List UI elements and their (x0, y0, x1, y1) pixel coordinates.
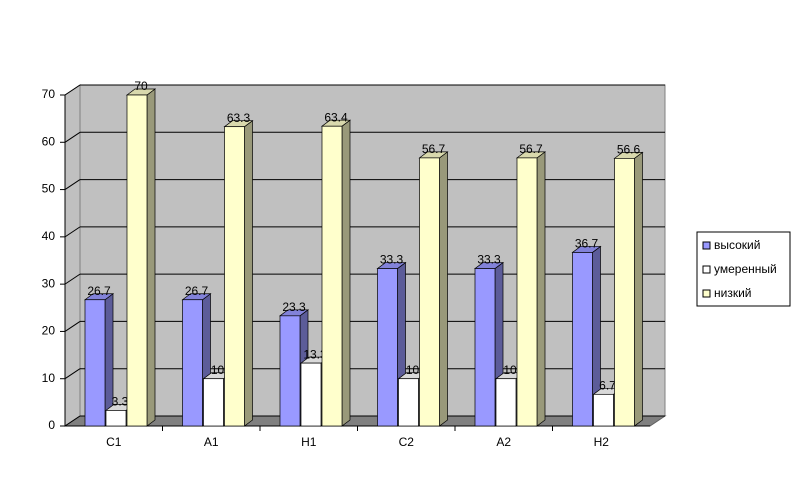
value-label: 36.7 (575, 237, 599, 251)
value-label: 70 (134, 79, 148, 93)
grid-line (64, 84, 81, 96)
x-tick-label: Н2 (594, 435, 610, 449)
x-tick-label: С2 (399, 435, 415, 449)
bar (203, 378, 224, 427)
bar (84, 299, 106, 427)
bar (398, 378, 419, 427)
bar-side (439, 151, 448, 427)
value-label: 10 (503, 363, 517, 377)
bar (572, 252, 593, 427)
bar (105, 410, 127, 427)
value-label: 10 (211, 363, 225, 377)
value-label: 6.7 (599, 378, 616, 392)
bar-side (341, 119, 351, 427)
value-label: 63.4 (324, 110, 348, 124)
bar (516, 157, 538, 427)
bar (182, 299, 203, 427)
grid-line (64, 368, 81, 380)
value-label: 23.3 (282, 300, 306, 314)
legend-label: низкий (714, 286, 752, 300)
value-label: 56.7 (519, 142, 543, 156)
legend-swatch (702, 265, 711, 274)
legend-label: умеренный (714, 262, 777, 276)
legend-box (696, 231, 791, 307)
value-label: 26.7 (185, 284, 209, 298)
value-label: 33.3 (380, 253, 404, 267)
y-tick-label: 0 (48, 418, 55, 432)
bar (593, 393, 614, 427)
value-label: 26.7 (87, 284, 111, 298)
value-label: 3.3 (112, 395, 129, 409)
bar (279, 315, 301, 427)
bar (614, 158, 635, 427)
grid-line (64, 131, 81, 143)
bar-side (634, 151, 643, 427)
legend-swatch (702, 241, 711, 250)
bar (474, 268, 496, 427)
bar-side (244, 119, 253, 427)
grid-line (64, 179, 81, 190)
legend-label: высокий (714, 238, 760, 252)
bar (300, 362, 322, 427)
value-label: 13.3 (303, 347, 327, 361)
value-label: 33.3 (477, 253, 501, 267)
x-tick-label: А2 (496, 435, 511, 449)
legend-swatch (702, 289, 711, 298)
value-label: 63.3 (227, 111, 251, 125)
bar (224, 126, 245, 427)
x-tick-label: А1 (204, 435, 219, 449)
y-tick-label: 30 (42, 276, 56, 290)
bar (126, 94, 148, 427)
y-tick-label: 10 (42, 371, 56, 385)
y-tick-label: 20 (42, 324, 56, 338)
grid-line (64, 415, 81, 427)
grid-line (64, 226, 81, 238)
y-tick-label: 60 (42, 134, 56, 148)
y-tick-label: 40 (42, 229, 56, 243)
x-tick-label: С1 (106, 435, 122, 449)
y-tick-label: 70 (42, 87, 56, 101)
x-tick-label: Н1 (301, 435, 317, 449)
value-label: 56.6 (617, 143, 641, 157)
value-label: 56.7 (422, 142, 446, 156)
bar-side (146, 88, 156, 427)
bar (377, 268, 398, 427)
grid-line (64, 321, 81, 332)
value-label: 10 (406, 363, 420, 377)
side-wall (64, 84, 81, 427)
bar-side (536, 151, 546, 427)
bar (495, 378, 517, 427)
bar (321, 125, 343, 427)
grid-line (64, 273, 81, 285)
y-tick-label: 50 (42, 182, 56, 196)
bar (419, 157, 440, 427)
